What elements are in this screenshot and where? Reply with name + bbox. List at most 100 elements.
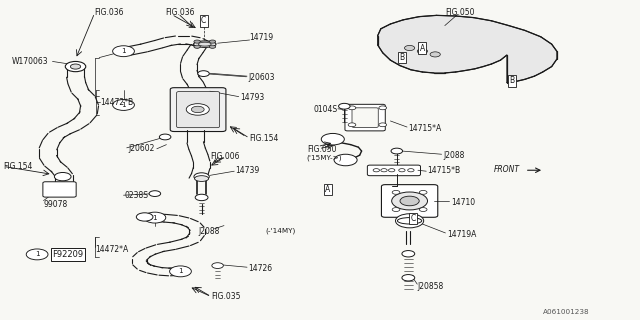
Text: B: B [509,76,515,85]
Text: FIG.154: FIG.154 [250,134,279,143]
FancyBboxPatch shape [381,185,438,217]
Circle shape [402,251,415,257]
Text: (-'14MY): (-'14MY) [266,228,296,234]
Text: 14715*A: 14715*A [408,124,442,132]
Circle shape [419,208,427,212]
Text: C: C [410,214,415,223]
Text: F92209: F92209 [52,250,84,259]
Text: J20858: J20858 [417,282,444,291]
FancyBboxPatch shape [345,104,385,131]
Circle shape [392,208,400,212]
Circle shape [209,45,216,48]
Text: 14739: 14739 [236,166,260,175]
Circle shape [195,194,208,201]
Text: ('15MY->): ('15MY->) [306,154,341,161]
Text: B: B [399,53,404,62]
Circle shape [417,49,428,54]
Text: 1: 1 [178,268,183,274]
Text: 1: 1 [152,215,157,220]
Text: 14719: 14719 [250,33,274,42]
Circle shape [170,266,191,277]
Circle shape [26,249,48,260]
Circle shape [381,169,387,172]
Text: J2088: J2088 [444,151,465,160]
Circle shape [70,64,81,69]
Text: FRONT: FRONT [493,165,520,174]
Circle shape [408,169,414,172]
Text: 1: 1 [121,102,126,108]
Text: FIG.036: FIG.036 [95,8,124,17]
Text: FIG.006: FIG.006 [210,152,239,161]
Circle shape [339,103,350,109]
Circle shape [159,134,171,140]
Circle shape [65,61,86,72]
Circle shape [334,154,357,166]
Circle shape [348,123,356,127]
Ellipse shape [198,42,211,46]
FancyBboxPatch shape [170,88,226,132]
Text: C: C [201,16,206,25]
Text: J20602: J20602 [128,144,154,153]
Circle shape [430,52,440,57]
Circle shape [144,212,166,223]
Circle shape [400,196,419,206]
FancyBboxPatch shape [352,108,378,127]
Text: A: A [325,185,330,194]
Text: 1: 1 [35,252,40,257]
Text: FIG.035: FIG.035 [211,292,241,301]
Ellipse shape [397,218,422,224]
Circle shape [321,133,344,145]
Text: 14726: 14726 [248,264,273,273]
Circle shape [348,106,356,110]
Text: FIG.050: FIG.050 [445,8,474,17]
Circle shape [388,169,395,172]
Text: FIG.050: FIG.050 [307,145,337,154]
Text: FIG.154: FIG.154 [3,162,33,171]
Circle shape [113,46,134,57]
Ellipse shape [194,41,216,47]
Text: 0104S: 0104S [314,105,338,114]
Circle shape [402,275,415,281]
Circle shape [136,213,153,221]
Circle shape [392,190,400,194]
Text: 14715*B: 14715*B [428,166,461,175]
Text: J2088: J2088 [198,227,220,236]
Polygon shape [378,15,557,83]
Text: FIG.036: FIG.036 [165,8,195,17]
Text: 14710: 14710 [451,198,476,207]
Text: 14719A: 14719A [447,230,476,239]
Text: J20603: J20603 [248,73,275,82]
FancyBboxPatch shape [367,165,420,176]
Text: 99078: 99078 [44,200,68,209]
Circle shape [396,214,424,228]
Text: 14793: 14793 [240,93,264,102]
Text: 0238S: 0238S [125,191,149,200]
FancyBboxPatch shape [43,182,76,197]
Circle shape [194,40,200,43]
Circle shape [209,40,216,43]
Circle shape [399,169,405,172]
Text: 14472*A: 14472*A [95,245,128,254]
Circle shape [391,148,403,154]
Text: 14472*B: 14472*B [100,98,133,107]
Circle shape [373,169,380,172]
Text: A061001238: A061001238 [543,309,589,315]
Circle shape [194,173,209,180]
Circle shape [419,190,427,194]
Text: W170063: W170063 [12,57,48,66]
Circle shape [191,106,204,113]
Text: A: A [420,44,425,52]
Circle shape [379,123,387,127]
Circle shape [186,104,209,115]
Circle shape [404,45,415,51]
Circle shape [149,191,161,196]
Circle shape [379,106,387,110]
Circle shape [113,100,134,110]
Circle shape [198,71,209,76]
Text: 1: 1 [121,48,126,54]
Circle shape [392,192,428,210]
FancyBboxPatch shape [177,92,220,128]
Circle shape [194,45,200,48]
Circle shape [212,263,223,268]
Ellipse shape [195,176,209,181]
